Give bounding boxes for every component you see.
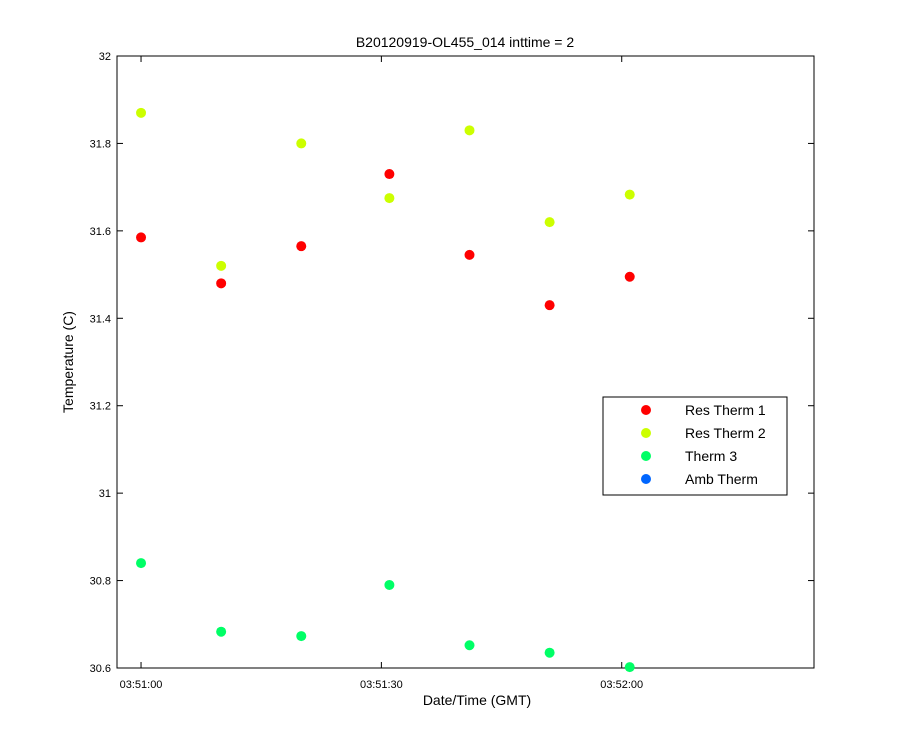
point-res-therm-1 xyxy=(296,241,307,252)
point-res-therm-2 xyxy=(216,260,227,271)
point-res-therm-1 xyxy=(216,278,227,289)
point-res-therm-2 xyxy=(384,193,395,204)
point-res-therm-2 xyxy=(544,217,555,228)
legend: Res Therm 1 Res Therm 2 Therm 3 Amb Therm xyxy=(602,396,788,496)
x-tick-label: 03:52:00 xyxy=(600,679,643,691)
plot-area xyxy=(116,55,815,669)
y-axis-ticks: 30.6 30.8 31 31.2 31.4 31.6 31.8 32 xyxy=(90,51,814,675)
y-tick-label: 30.8 xyxy=(90,576,111,588)
point-res-therm-2 xyxy=(464,125,475,136)
point-res-therm-1 xyxy=(384,169,395,180)
legend-marker xyxy=(641,474,651,484)
x-tick-label: 03:51:30 xyxy=(360,679,403,691)
legend-label: Res Therm 2 xyxy=(685,425,766,441)
y-tick-label: 30.6 xyxy=(90,663,111,675)
y-tick-label: 31 xyxy=(99,488,111,500)
legend-box xyxy=(602,396,788,496)
x-axis-title: Date/Time (GMT) xyxy=(423,692,531,708)
legend-label: Therm 3 xyxy=(685,448,737,464)
point-res-therm-1 xyxy=(464,249,475,260)
y-tick-label: 31.2 xyxy=(90,401,111,413)
point-res-therm-2 xyxy=(296,138,307,149)
point-res-therm-2 xyxy=(624,189,635,200)
y-tick-label: 32 xyxy=(99,51,111,63)
point-therm-3 xyxy=(296,631,307,642)
point-res-therm-2 xyxy=(136,107,147,118)
y-tick-label: 31.6 xyxy=(90,226,111,238)
data-points xyxy=(136,107,635,673)
point-therm-3 xyxy=(464,640,475,651)
point-therm-3 xyxy=(136,558,147,569)
chart-title: B20120919-OL455_014 inttime = 2 xyxy=(356,34,575,50)
point-res-therm-1 xyxy=(544,300,555,311)
point-therm-3 xyxy=(624,662,635,673)
y-axis-title: Temperature (C) xyxy=(60,311,76,413)
point-therm-3 xyxy=(544,647,555,658)
point-therm-3 xyxy=(216,626,227,637)
legend-marker xyxy=(641,451,651,461)
legend-marker xyxy=(641,428,651,438)
y-tick-label: 31.8 xyxy=(90,138,111,150)
y-tick-label: 31.4 xyxy=(90,313,111,325)
legend-label: Res Therm 1 xyxy=(685,402,766,418)
point-res-therm-1 xyxy=(624,271,635,282)
x-tick-label: 03:51:00 xyxy=(120,679,163,691)
legend-label: Amb Therm xyxy=(685,471,758,487)
point-therm-3 xyxy=(384,579,395,590)
legend-marker xyxy=(641,405,651,415)
point-res-therm-1 xyxy=(136,232,147,243)
x-axis-ticks: 03:51:00 03:51:30 03:52:00 xyxy=(120,56,643,691)
